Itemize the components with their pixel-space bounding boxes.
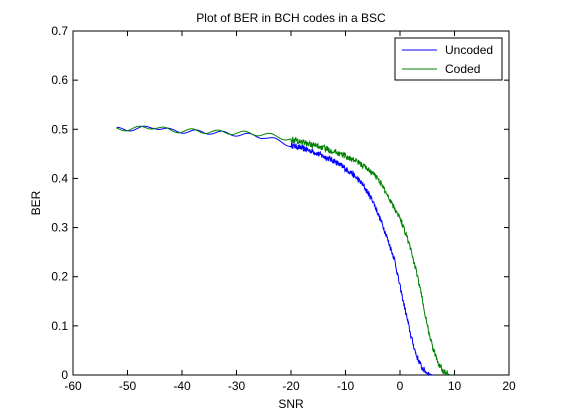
plot-area	[72, 30, 510, 376]
y-tick-label: 0.1	[51, 319, 68, 333]
x-tick-label: -10	[337, 379, 355, 393]
chart-title: Plot of BER in BCH codes in a BSC	[196, 11, 386, 25]
legend-box	[394, 37, 503, 81]
series-line-uncoded	[116, 125, 433, 377]
legend-label-uncoded: Uncoded	[445, 43, 493, 57]
x-tick-label: -20	[282, 379, 300, 393]
x-tick-label: -60	[64, 379, 82, 393]
y-tick-label: 0.7	[51, 24, 68, 38]
chart-legend: Uncoded Coded	[394, 37, 503, 81]
axis-ticks: -60 -50 -40 -30 -20 -10 0 10 20 0 0.1 0.2 0.3 0.4 0.5 0…	[51, 24, 516, 393]
y-tick-label: 0.3	[51, 221, 68, 235]
x-tick-label: -30	[228, 379, 246, 393]
x-tick-label: 10	[448, 379, 462, 393]
y-tick-label: 0.2	[51, 270, 68, 284]
x-tick-label: -50	[119, 379, 137, 393]
y-axis-label: BER	[29, 190, 43, 215]
y-tick-label: 0	[61, 368, 68, 382]
y-tick-label: 0.4	[51, 171, 68, 185]
x-axis-label: SNR	[278, 397, 304, 411]
y-tick-label: 0.5	[51, 122, 68, 136]
legend-label-coded: Coded	[445, 62, 480, 76]
series-line-coded	[116, 125, 450, 376]
y-tick-label: 0.6	[51, 73, 68, 87]
x-tick-label: 0	[397, 379, 404, 393]
x-tick-label: -40	[173, 379, 191, 393]
series-lines	[116, 125, 450, 377]
x-tick-label: 20	[502, 379, 516, 393]
